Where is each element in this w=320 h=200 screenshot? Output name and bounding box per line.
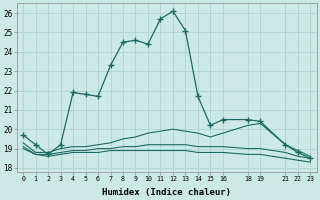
X-axis label: Humidex (Indice chaleur): Humidex (Indice chaleur)	[102, 188, 231, 197]
